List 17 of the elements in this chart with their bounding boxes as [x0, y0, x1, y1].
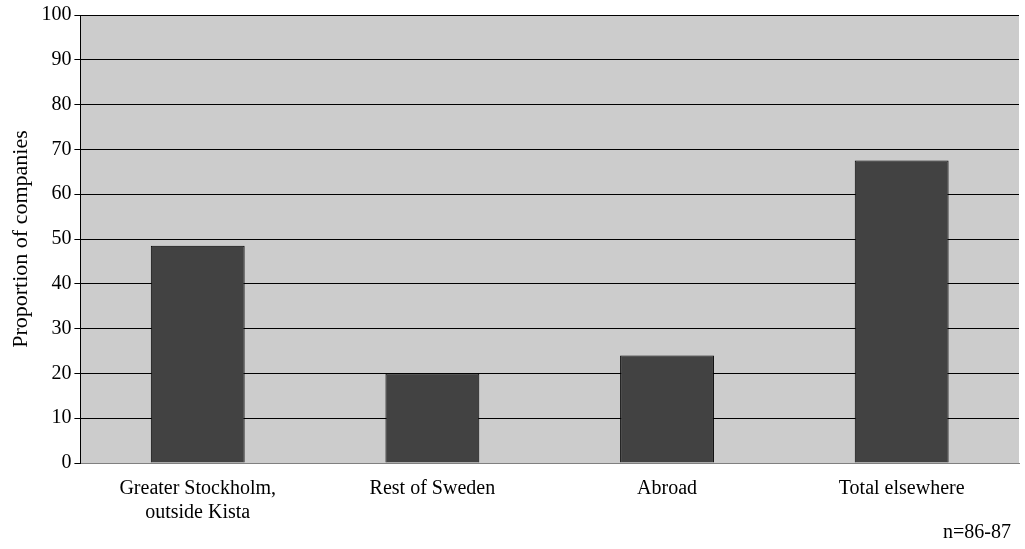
- y-axis-title: Proportion of companies: [6, 130, 32, 348]
- y-tick-label: 20: [51, 360, 72, 383]
- y-tick-label: 100: [41, 2, 72, 25]
- x-tick-label: Abroad: [637, 476, 698, 499]
- y-tick-label: 30: [51, 315, 72, 338]
- y-tick-label: 70: [51, 136, 72, 159]
- x-tick-label: Total elsewhere: [838, 476, 965, 499]
- x-tick-label: Greater Stockholm, outside Kista: [119, 476, 277, 523]
- y-tick-label: 10: [51, 405, 72, 428]
- y-tick-label: 0: [61, 450, 72, 473]
- y-tick-label: 60: [51, 181, 72, 204]
- text: n=86-87: [943, 520, 1011, 543]
- y-tick-label: 90: [51, 47, 72, 70]
- y-tick-label: 50: [51, 226, 72, 249]
- y-tick-label: 40: [51, 271, 72, 294]
- x-tick-label: Rest of Sweden: [369, 476, 496, 499]
- y-tick-label: 80: [51, 91, 72, 114]
